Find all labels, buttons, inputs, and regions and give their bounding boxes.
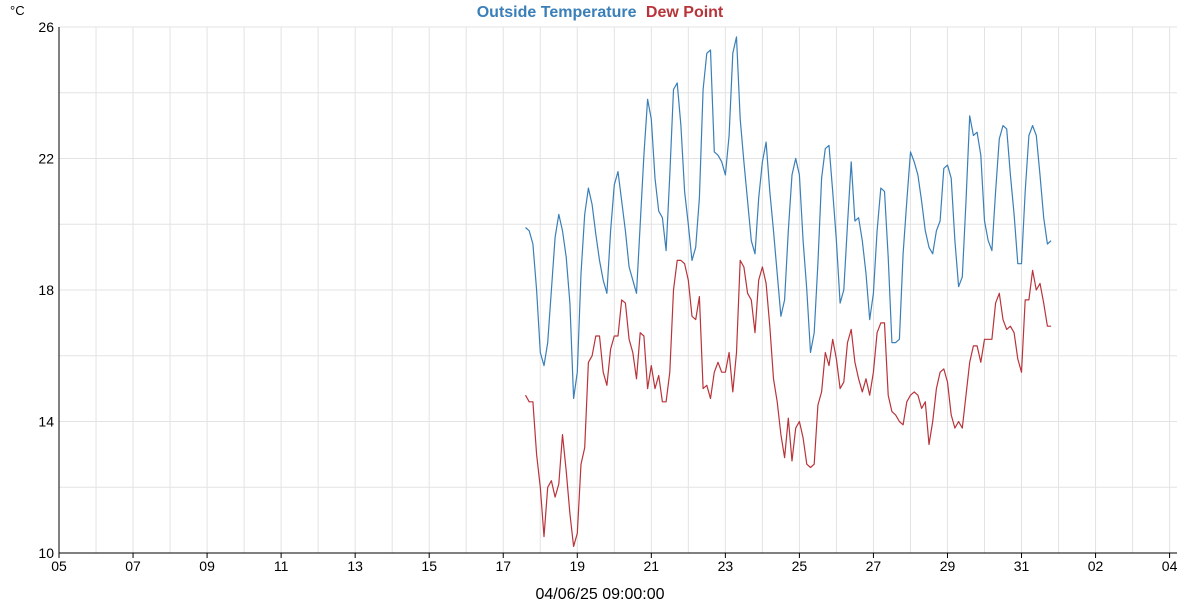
y-tick-labels: 10 14 18 22 26 bbox=[38, 19, 54, 561]
x-tick-label: 23 bbox=[718, 558, 734, 574]
y-tick-label: 10 bbox=[38, 545, 54, 561]
y-tick-label: 22 bbox=[38, 151, 54, 167]
x-tick-label: 11 bbox=[274, 558, 289, 574]
title-dew-point: Dew Point bbox=[646, 4, 724, 21]
title-outside-temperature: Outside Temperature bbox=[477, 4, 637, 21]
axes bbox=[58, 27, 1177, 554]
x-tick-label: 07 bbox=[125, 558, 141, 574]
y-tick-label: 18 bbox=[38, 282, 54, 298]
grid-lines bbox=[59, 26, 1177, 553]
chart-footer-timestamp: 04/06/25 09:00:00 bbox=[535, 586, 664, 600]
x-tick-label: 29 bbox=[940, 558, 956, 574]
x-tick-label: 17 bbox=[495, 558, 511, 574]
x-tick-label: 04 bbox=[1162, 558, 1178, 574]
x-tick-label: 31 bbox=[1014, 558, 1030, 574]
series-line-outside-temperature bbox=[525, 36, 1052, 400]
x-tick-label: 05 bbox=[51, 558, 67, 574]
x-tick-label: 25 bbox=[792, 558, 808, 574]
series-lines bbox=[524, 36, 1052, 548]
series-line-dew-point bbox=[524, 259, 1052, 548]
x-tick-label: 09 bbox=[199, 558, 215, 574]
x-tick-label: 15 bbox=[421, 558, 437, 574]
x-tick-labels: 05 07 09 11 13 15 17 19 21 23 25 27 29 31 02 04 bbox=[51, 553, 1178, 574]
x-tick-label: 27 bbox=[866, 558, 882, 574]
y-axis-unit: °C bbox=[10, 3, 25, 18]
y-tick-label: 14 bbox=[38, 414, 54, 430]
x-tick-label: 13 bbox=[347, 558, 363, 574]
y-tick-label: 26 bbox=[38, 19, 54, 35]
x-tick-label: 19 bbox=[569, 558, 585, 574]
x-tick-label: 02 bbox=[1088, 558, 1104, 574]
chart-title: Outside Temperature Dew Point bbox=[477, 4, 724, 21]
x-tick-label: 21 bbox=[644, 558, 660, 574]
